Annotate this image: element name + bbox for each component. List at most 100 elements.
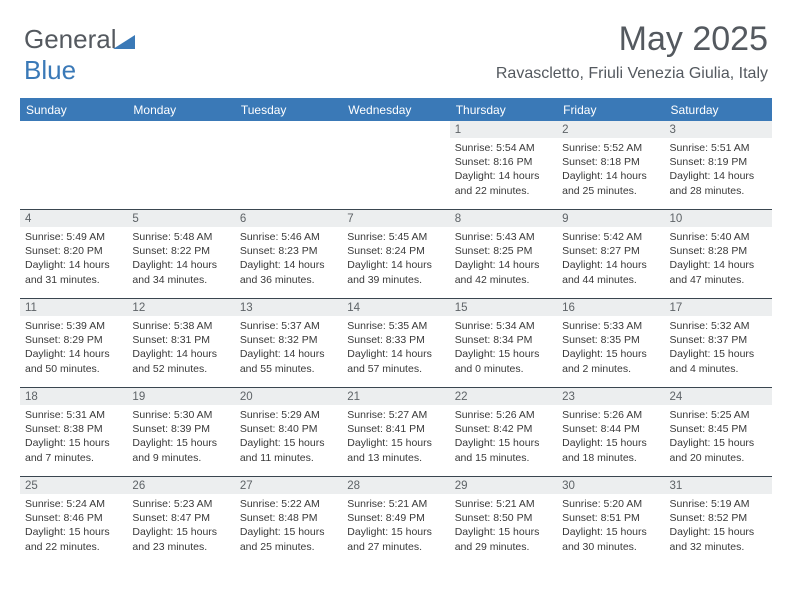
day-info-line: and 34 minutes. xyxy=(132,273,229,287)
day-info-line: Daylight: 14 hours xyxy=(670,169,767,183)
day-info-line: Sunrise: 5:35 AM xyxy=(347,319,444,333)
day-info-line: Sunrise: 5:21 AM xyxy=(347,497,444,511)
day-info-line: Sunrise: 5:31 AM xyxy=(25,408,122,422)
day-info-line: Sunrise: 5:24 AM xyxy=(25,497,122,511)
day-info-line: Sunset: 8:47 PM xyxy=(132,511,229,525)
calendar-day-cell: 21Sunrise: 5:27 AMSunset: 8:41 PMDayligh… xyxy=(342,388,449,476)
day-info-line: Daylight: 14 hours xyxy=(132,258,229,272)
day-info-line: Sunset: 8:39 PM xyxy=(132,422,229,436)
calendar-day-cell xyxy=(342,121,449,209)
day-info-line: Daylight: 15 hours xyxy=(670,436,767,450)
day-info: Sunrise: 5:48 AMSunset: 8:22 PMDaylight:… xyxy=(127,227,234,292)
calendar-header-cell: Tuesday xyxy=(235,98,342,121)
day-info: Sunrise: 5:23 AMSunset: 8:47 PMDaylight:… xyxy=(127,494,234,559)
calendar-day-cell: 12Sunrise: 5:38 AMSunset: 8:31 PMDayligh… xyxy=(127,299,234,387)
day-info-line: Daylight: 14 hours xyxy=(455,258,552,272)
day-info-line: Sunrise: 5:19 AM xyxy=(670,497,767,511)
day-info-line: and 47 minutes. xyxy=(670,273,767,287)
calendar-day-cell: 20 Sunrise: 5:29 AMSunset: 8:40 PMDayligh… xyxy=(235,388,342,476)
calendar-day-cell: 7Sunrise: 5:45 AMSunset: 8:24 PMDaylight… xyxy=(342,210,449,298)
day-number: 12 xyxy=(127,299,234,316)
calendar-day-cell: 17Sunrise: 5:32 AMSunset: 8:37 PMDayligh… xyxy=(665,299,772,387)
day-info-line: Sunrise: 5:29 AM xyxy=(240,408,337,422)
day-info-line: Sunset: 8:38 PM xyxy=(25,422,122,436)
day-number: 19 xyxy=(127,388,234,405)
day-info-line: Sunset: 8:45 PM xyxy=(670,422,767,436)
day-info: Sunrise: 5:19 AMSunset: 8:52 PMDaylight:… xyxy=(665,494,772,559)
day-info-line: Sunrise: 5:49 AM xyxy=(25,230,122,244)
day-info-line: Daylight: 15 hours xyxy=(455,525,552,539)
day-info-line: Daylight: 14 hours xyxy=(25,258,122,272)
day-number: 10 xyxy=(665,210,772,227)
month-title: May 2025 xyxy=(496,20,768,59)
calendar-day-cell xyxy=(235,121,342,209)
calendar-week-row: 4Sunrise: 5:49 AMSunset: 8:20 PMDaylight… xyxy=(20,209,772,298)
day-info-line: Daylight: 14 hours xyxy=(562,169,659,183)
day-info-line: Daylight: 15 hours xyxy=(562,436,659,450)
day-info-line: Sunset: 8:31 PM xyxy=(132,333,229,347)
calendar-day-cell: 2Sunrise: 5:52 AMSunset: 8:18 PMDaylight… xyxy=(557,121,664,209)
calendar-day-cell: 27Sunrise: 5:22 AMSunset: 8:48 PMDayligh… xyxy=(235,477,342,565)
day-number: 25 xyxy=(20,477,127,494)
location-subtitle: Ravascletto, Friuli Venezia Giulia, Ital… xyxy=(496,65,768,83)
day-info-line: Sunrise: 5:26 AM xyxy=(562,408,659,422)
day-info-line: Sunset: 8:40 PM xyxy=(240,422,337,436)
calendar-week-row: 18Sunrise: 5:31 AMSunset: 8:38 PMDayligh… xyxy=(20,387,772,476)
day-number: 26 xyxy=(127,477,234,494)
calendar-week-row: 11Sunrise: 5:39 AMSunset: 8:29 PMDayligh… xyxy=(20,298,772,387)
day-info: Sunrise: 5:42 AMSunset: 8:27 PMDaylight:… xyxy=(557,227,664,292)
day-info-line: Sunrise: 5:43 AM xyxy=(455,230,552,244)
day-info-line: Sunrise: 5:26 AM xyxy=(455,408,552,422)
day-info-line: Sunset: 8:25 PM xyxy=(455,244,552,258)
calendar-day-cell: 19Sunrise: 5:30 AMSunset: 8:39 PMDayligh… xyxy=(127,388,234,476)
day-info: Sunrise: 5:26 AMSunset: 8:42 PMDaylight:… xyxy=(450,405,557,470)
day-info: Sunrise: 5:45 AMSunset: 8:24 PMDaylight:… xyxy=(342,227,449,292)
day-info-line: and 57 minutes. xyxy=(347,362,444,376)
day-number: 20 xyxy=(235,388,342,405)
calendar-header-cell: Friday xyxy=(557,98,664,121)
day-info-line: Sunrise: 5:23 AM xyxy=(132,497,229,511)
day-number: 31 xyxy=(665,477,772,494)
day-info: Sunrise: 5:31 AMSunset: 8:38 PMDaylight:… xyxy=(20,405,127,470)
day-info-line: Sunset: 8:22 PM xyxy=(132,244,229,258)
day-info-line: Sunrise: 5:46 AM xyxy=(240,230,337,244)
day-info-line: Daylight: 14 hours xyxy=(132,347,229,361)
day-info-line: Sunrise: 5:32 AM xyxy=(670,319,767,333)
calendar-header-cell: Thursday xyxy=(450,98,557,121)
day-info-line: Sunset: 8:49 PM xyxy=(347,511,444,525)
day-info-line: Daylight: 15 hours xyxy=(240,525,337,539)
calendar-day-cell: 3Sunrise: 5:51 AMSunset: 8:19 PMDaylight… xyxy=(665,121,772,209)
calendar-day-cell: 11Sunrise: 5:39 AMSunset: 8:29 PMDayligh… xyxy=(20,299,127,387)
day-info-line: Daylight: 15 hours xyxy=(25,436,122,450)
day-info: Sunrise: 5:46 AMSunset: 8:23 PMDaylight:… xyxy=(235,227,342,292)
calendar-day-cell: 13Sunrise: 5:37 AMSunset: 8:32 PMDayligh… xyxy=(235,299,342,387)
day-info-line: Sunset: 8:24 PM xyxy=(347,244,444,258)
day-info: Sunrise: 5:20 AMSunset: 8:51 PMDaylight:… xyxy=(557,494,664,559)
day-info-line: Daylight: 15 hours xyxy=(562,525,659,539)
day-number: 18 xyxy=(20,388,127,405)
day-info-line: Sunset: 8:33 PM xyxy=(347,333,444,347)
day-info-line: Sunrise: 5:37 AM xyxy=(240,319,337,333)
day-info-line: and 20 minutes. xyxy=(670,451,767,465)
day-info-line: Sunrise: 5:42 AM xyxy=(562,230,659,244)
day-info-line: Sunrise: 5:33 AM xyxy=(562,319,659,333)
day-info: Sunrise: 5:27 AMSunset: 8:41 PMDaylight:… xyxy=(342,405,449,470)
day-info-line: and 2 minutes. xyxy=(562,362,659,376)
day-number: 27 xyxy=(235,477,342,494)
day-number: 22 xyxy=(450,388,557,405)
day-info-line: Sunset: 8:50 PM xyxy=(455,511,552,525)
calendar-day-cell: 31Sunrise: 5:19 AMSunset: 8:52 PMDayligh… xyxy=(665,477,772,565)
calendar-day-cell: 26Sunrise: 5:23 AMSunset: 8:47 PMDayligh… xyxy=(127,477,234,565)
day-info-line: and 23 minutes. xyxy=(132,540,229,554)
day-info: Sunrise: 5:38 AMSunset: 8:31 PMDaylight:… xyxy=(127,316,234,381)
day-info-line: Sunrise: 5:38 AM xyxy=(132,319,229,333)
day-info-line: Daylight: 15 hours xyxy=(240,436,337,450)
day-number: 23 xyxy=(557,388,664,405)
day-info-line: Sunrise: 5:30 AM xyxy=(132,408,229,422)
day-info: Sunrise: 5:30 AMSunset: 8:39 PMDaylight:… xyxy=(127,405,234,470)
calendar-day-cell: 18Sunrise: 5:31 AMSunset: 8:38 PMDayligh… xyxy=(20,388,127,476)
logo-text-blue: Blue xyxy=(24,55,76,85)
day-info: Sunrise: 5:33 AMSunset: 8:35 PMDaylight:… xyxy=(557,316,664,381)
calendar-day-cell: 24Sunrise: 5:25 AMSunset: 8:45 PMDayligh… xyxy=(665,388,772,476)
day-info-line: Daylight: 14 hours xyxy=(240,258,337,272)
